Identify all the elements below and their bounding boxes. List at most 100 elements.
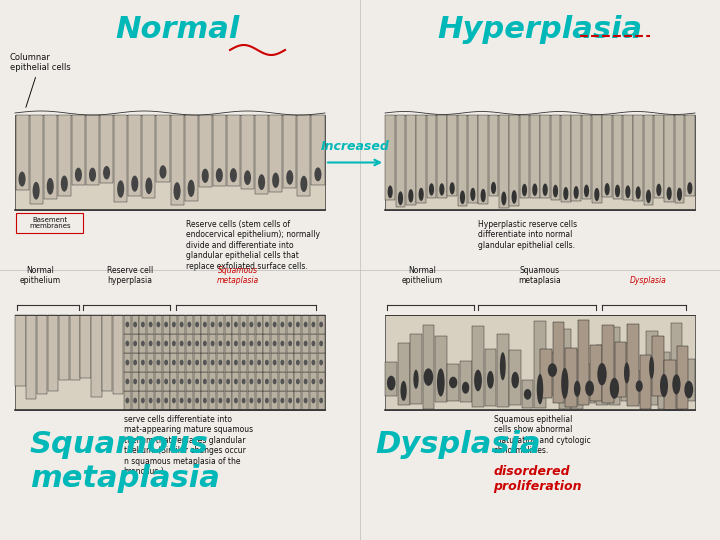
Ellipse shape: [491, 182, 496, 194]
Bar: [186, 353, 193, 372]
Ellipse shape: [203, 322, 207, 327]
Bar: [240, 392, 247, 410]
Bar: [209, 372, 216, 391]
Ellipse shape: [312, 341, 315, 346]
Bar: [156, 115, 169, 182]
Text: Hyperplasia: Hyperplasia: [438, 16, 642, 44]
Ellipse shape: [230, 168, 237, 183]
Ellipse shape: [449, 377, 457, 388]
Ellipse shape: [187, 397, 192, 403]
Bar: [91, 315, 102, 397]
Ellipse shape: [211, 341, 215, 346]
Bar: [209, 353, 216, 372]
Bar: [634, 115, 643, 201]
Bar: [155, 372, 162, 391]
Bar: [627, 325, 639, 407]
Ellipse shape: [280, 397, 284, 403]
Ellipse shape: [312, 397, 315, 403]
Bar: [478, 115, 488, 205]
Bar: [70, 315, 80, 381]
Ellipse shape: [149, 379, 153, 384]
Bar: [256, 353, 263, 372]
Ellipse shape: [218, 379, 222, 384]
Bar: [530, 115, 540, 198]
Ellipse shape: [500, 352, 505, 380]
Bar: [194, 372, 201, 391]
Bar: [287, 334, 294, 353]
Bar: [468, 115, 477, 203]
Ellipse shape: [656, 184, 662, 196]
Ellipse shape: [423, 368, 433, 386]
Bar: [227, 115, 240, 186]
Bar: [297, 115, 310, 196]
Ellipse shape: [141, 341, 145, 346]
Bar: [178, 334, 185, 353]
Bar: [225, 334, 232, 353]
Ellipse shape: [257, 397, 261, 403]
Ellipse shape: [149, 341, 153, 346]
Ellipse shape: [288, 397, 292, 403]
Ellipse shape: [249, 360, 253, 366]
Ellipse shape: [187, 360, 192, 366]
Bar: [435, 336, 446, 402]
Ellipse shape: [202, 168, 209, 183]
Ellipse shape: [133, 341, 137, 346]
Bar: [225, 372, 232, 391]
Ellipse shape: [195, 322, 199, 327]
Bar: [264, 392, 271, 410]
Bar: [264, 315, 271, 334]
Ellipse shape: [211, 397, 215, 403]
Bar: [447, 364, 459, 401]
Ellipse shape: [242, 379, 246, 384]
Bar: [178, 392, 185, 410]
Bar: [225, 353, 232, 372]
Ellipse shape: [304, 360, 307, 366]
Bar: [302, 353, 309, 372]
Ellipse shape: [156, 379, 161, 384]
Bar: [124, 353, 131, 372]
Ellipse shape: [257, 341, 261, 346]
Bar: [213, 115, 226, 186]
Bar: [584, 364, 595, 403]
Ellipse shape: [141, 379, 145, 384]
Bar: [670, 323, 683, 410]
Bar: [194, 392, 201, 410]
Bar: [58, 115, 71, 195]
Bar: [397, 343, 410, 405]
Bar: [615, 342, 626, 396]
Bar: [287, 372, 294, 391]
Bar: [248, 315, 255, 334]
Bar: [294, 334, 302, 353]
Bar: [294, 353, 302, 372]
Bar: [171, 334, 177, 353]
Ellipse shape: [234, 341, 238, 346]
Ellipse shape: [574, 381, 580, 397]
Bar: [264, 353, 271, 372]
Ellipse shape: [159, 165, 166, 179]
Ellipse shape: [413, 370, 418, 389]
Ellipse shape: [47, 178, 54, 195]
Ellipse shape: [226, 379, 230, 384]
Ellipse shape: [304, 397, 307, 403]
Ellipse shape: [296, 379, 300, 384]
Ellipse shape: [145, 178, 153, 194]
Ellipse shape: [280, 322, 284, 327]
Bar: [318, 392, 325, 410]
Bar: [163, 372, 170, 391]
Bar: [287, 315, 294, 334]
Bar: [240, 372, 247, 391]
Ellipse shape: [187, 322, 192, 327]
Bar: [489, 115, 498, 196]
Ellipse shape: [180, 397, 184, 403]
Text: Normal: Normal: [116, 16, 240, 44]
Ellipse shape: [172, 397, 176, 403]
Bar: [202, 353, 209, 372]
Ellipse shape: [216, 168, 223, 183]
Ellipse shape: [522, 184, 527, 196]
Ellipse shape: [211, 379, 215, 384]
Bar: [302, 372, 309, 391]
Ellipse shape: [187, 379, 192, 384]
Bar: [534, 321, 546, 408]
Bar: [44, 115, 57, 199]
Bar: [132, 353, 139, 372]
